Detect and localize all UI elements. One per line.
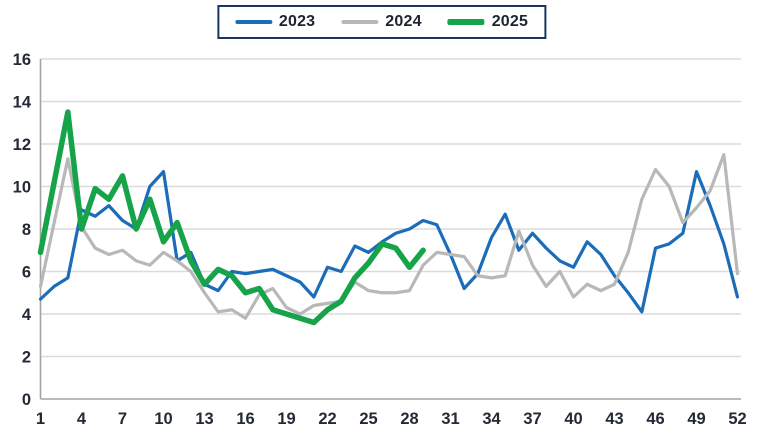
x-axis-tick-label: 16 [236, 410, 254, 428]
legend-item-2025: 2025 [447, 13, 529, 31]
x-axis-tick-label: 22 [318, 410, 336, 428]
x-axis-tick-label: 13 [195, 410, 213, 428]
x-axis-tick-label: 52 [728, 410, 746, 428]
y-axis-tick-label: 12 [13, 136, 31, 154]
series-line-2023 [38, 170, 740, 314]
series-line-2025 [37, 109, 426, 326]
legend-label: 2024 [385, 13, 422, 30]
legend-line-swatch-2024 [341, 20, 379, 24]
x-axis-tick-label: 7 [118, 410, 127, 428]
y-axis-tick-label: 0 [22, 391, 31, 409]
x-axis-tick-label: 40 [564, 410, 582, 428]
series-line-2024 [38, 153, 740, 320]
x-axis-tick-label: 37 [523, 410, 541, 428]
x-axis-tick-label: 28 [400, 410, 418, 428]
x-axis-tick-label: 31 [441, 410, 459, 428]
y-axis-tick-label: 16 [13, 51, 31, 69]
x-axis-tick-label: 1 [36, 410, 45, 428]
x-axis-tick-label: 19 [277, 410, 295, 428]
y-axis-tick-label: 4 [22, 306, 32, 324]
x-axis-tick-label: 34 [482, 410, 501, 428]
x-axis-tick-label: 43 [605, 410, 623, 428]
y-axis-tick-label: 2 [22, 349, 31, 367]
x-axis-tick-label: 46 [646, 410, 664, 428]
legend-label: 2023 [278, 13, 316, 30]
y-axis-tick-label: 8 [22, 221, 31, 239]
legend-label: 2025 [491, 13, 529, 30]
x-axis-tick-label: 4 [77, 410, 87, 428]
legend-item-2024: 2024 [341, 13, 422, 31]
x-axis-tick-label: 25 [359, 410, 377, 428]
legend-line-swatch-2025 [447, 19, 485, 25]
y-axis-tick-label: 6 [22, 264, 31, 282]
x-axis-tick-label: 10 [154, 410, 172, 428]
y-axis-tick-label: 14 [13, 94, 32, 112]
x-axis-tick-label: 49 [687, 410, 705, 428]
legend-item-2023: 2023 [234, 13, 316, 31]
y-axis-tick-label: 10 [13, 179, 31, 197]
legend: 2023 2024 2025 [216, 5, 547, 39]
legend-line-swatch-2023 [234, 20, 272, 24]
